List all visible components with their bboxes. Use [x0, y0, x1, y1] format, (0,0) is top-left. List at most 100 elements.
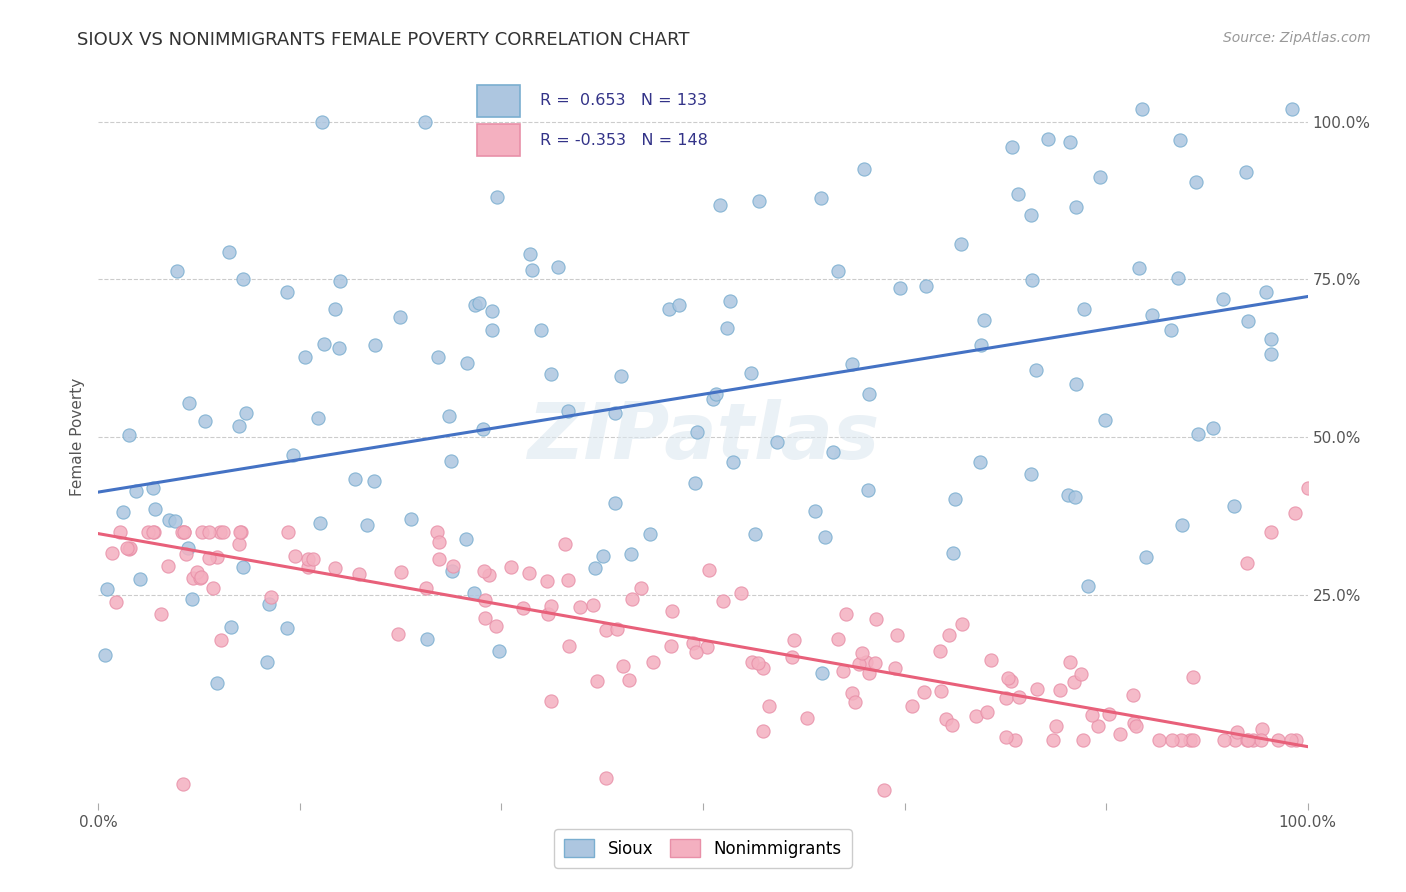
Point: [630, 581, 652, 595]
Point: [811, 666, 834, 681]
Point: [177, 396, 200, 410]
Point: [1090, 169, 1112, 184]
Point: [530, 323, 553, 337]
Point: [485, 619, 508, 633]
Point: [197, 524, 219, 539]
Point: [209, 633, 232, 648]
Point: [702, 392, 724, 406]
Point: [855, 656, 877, 670]
Point: [595, 623, 617, 637]
Point: [621, 591, 644, 606]
Point: [889, 281, 911, 295]
Point: [851, 646, 873, 660]
Point: [1135, 550, 1157, 565]
Point: [900, 699, 922, 714]
Point: [190, 524, 212, 539]
Point: [1070, 667, 1092, 681]
Point: [1281, 102, 1303, 116]
Point: [221, 620, 243, 634]
Point: [1281, 732, 1303, 747]
Point: [835, 607, 858, 622]
Point: [942, 546, 965, 560]
Point: [1285, 732, 1308, 747]
Point: [481, 304, 503, 318]
Point: [1063, 491, 1085, 505]
Point: [1076, 579, 1098, 593]
Point: [758, 698, 780, 713]
Point: [190, 570, 212, 584]
Point: [1130, 102, 1153, 116]
Point: [364, 338, 387, 352]
Point: [1004, 732, 1026, 747]
Point: [766, 435, 789, 450]
Point: [606, 622, 628, 636]
Point: [186, 565, 208, 579]
Point: [592, 549, 614, 564]
Point: [1237, 732, 1260, 747]
Point: [1128, 260, 1150, 275]
Point: [328, 341, 350, 355]
Point: [512, 600, 534, 615]
Point: [1260, 332, 1282, 346]
Point: [685, 476, 707, 491]
Point: [704, 387, 727, 401]
Point: [104, 594, 127, 608]
Point: [1237, 313, 1260, 327]
Point: [858, 387, 880, 401]
Point: [201, 581, 224, 595]
Point: [277, 524, 299, 539]
Point: [1236, 732, 1258, 747]
Point: [638, 527, 661, 541]
Point: [1267, 732, 1289, 747]
Point: [1182, 732, 1205, 747]
Point: [257, 598, 280, 612]
Point: [283, 448, 305, 462]
Point: [1007, 186, 1029, 201]
Point: [467, 295, 489, 310]
Point: [149, 607, 172, 622]
Point: [668, 298, 690, 312]
Point: [1260, 347, 1282, 361]
Point: [605, 406, 627, 420]
Point: [865, 612, 887, 626]
Point: [699, 563, 721, 577]
Point: [389, 565, 412, 579]
Point: [848, 657, 870, 671]
Point: [1254, 285, 1277, 299]
Point: [176, 547, 198, 561]
Point: [873, 783, 896, 797]
Point: [256, 655, 278, 669]
Point: [569, 600, 592, 615]
Point: [582, 598, 605, 612]
Point: [1234, 165, 1257, 179]
Point: [232, 560, 254, 574]
Point: [136, 524, 159, 539]
Point: [520, 263, 543, 277]
Point: [456, 356, 478, 370]
Point: [96, 582, 118, 597]
Point: [1223, 499, 1246, 513]
Point: [557, 403, 579, 417]
Point: [228, 419, 250, 434]
Point: [995, 730, 1018, 744]
Point: [356, 517, 378, 532]
Point: [1160, 732, 1182, 747]
Point: [437, 409, 460, 424]
Point: [685, 645, 707, 659]
Point: [474, 611, 496, 625]
Point: [194, 414, 217, 428]
Point: [94, 648, 117, 662]
Point: [858, 665, 880, 680]
Point: [814, 530, 837, 544]
Point: [1021, 273, 1043, 287]
Point: [212, 524, 235, 539]
Point: [980, 653, 1002, 667]
Point: [803, 504, 825, 518]
Point: [827, 263, 849, 277]
Point: [659, 639, 682, 653]
Point: [297, 560, 319, 574]
Point: [188, 571, 211, 585]
Point: [440, 564, 463, 578]
Point: [696, 640, 718, 654]
Point: [540, 694, 562, 708]
